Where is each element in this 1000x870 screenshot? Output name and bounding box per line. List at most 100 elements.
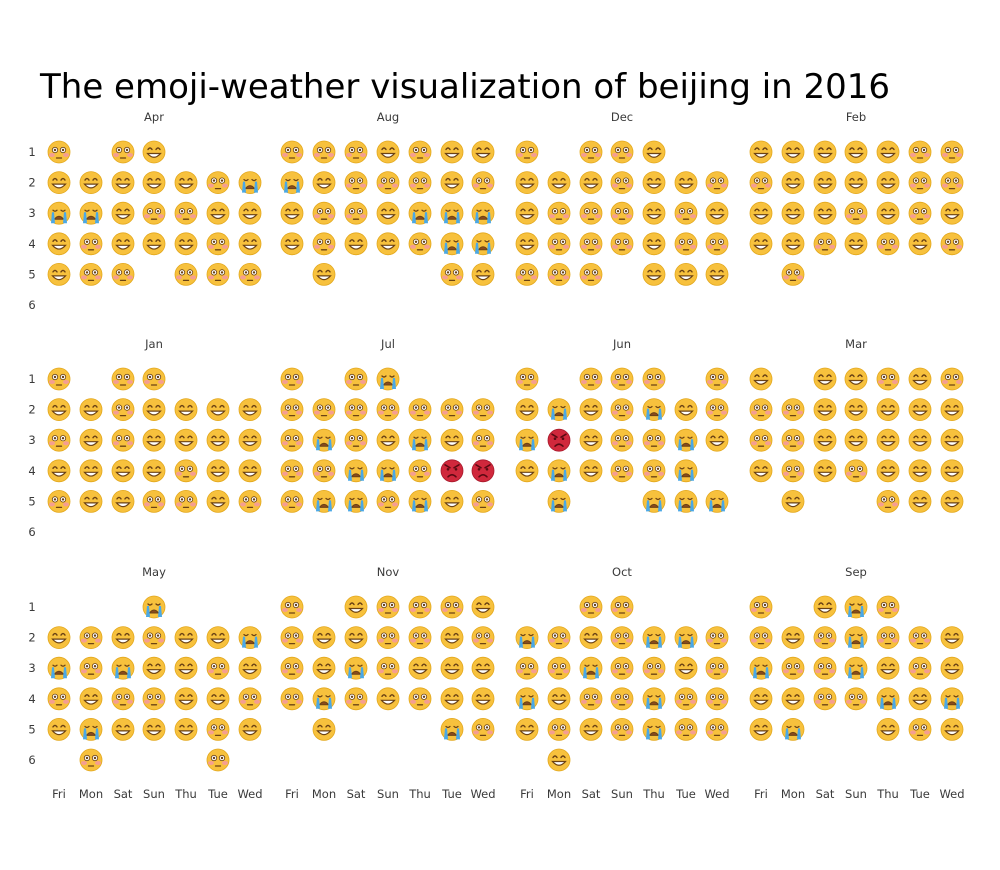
angry-face-icon [471,459,495,483]
flushed-face-icon [344,367,368,391]
flushed-face-icon [174,262,198,286]
smiling-face-icon [813,595,837,619]
crying-face-icon [440,718,464,741]
smiling-face-icon [579,428,603,452]
smiling-face-icon [940,626,964,649]
smiling-face-icon [238,459,262,483]
x-tick-label: Sun [611,787,633,801]
month-label: Jan [144,337,163,351]
smiling-face-icon [312,171,336,195]
flushed-face-icon [547,232,571,256]
flushed-face-icon [781,459,805,483]
flushed-face-icon [174,489,198,513]
flushed-face-icon [547,718,571,741]
flushed-face-icon [781,398,805,422]
smiling-face-icon [174,232,198,256]
flushed-face-icon [908,626,932,649]
x-tick-label: Tue [675,787,696,801]
flushed-face-icon [238,262,262,286]
flushed-face-icon [610,595,634,619]
smiling-face-icon [813,367,837,391]
x-tick-label: Wed [470,787,495,801]
y-tick-label: 5 [28,267,35,281]
crying-face-icon [142,595,166,619]
flushed-face-icon [47,428,71,452]
flushed-face-icon [705,398,729,422]
month-label: Sep [845,565,867,579]
flushed-face-icon [280,656,304,680]
flushed-face-icon [440,595,464,619]
smiling-face-icon [312,656,336,680]
month-panel-nov: Nov [280,565,495,741]
flushed-face-icon [610,232,634,256]
smiling-face-icon [876,718,900,741]
smiling-face-icon [142,656,166,680]
smiling-face-icon [579,626,603,649]
smiling-face-icon [142,398,166,422]
smiling-face-icon [908,398,932,422]
y-tick-label: 2 [28,631,35,645]
crying-face-icon [705,489,729,513]
flushed-face-icon [876,367,900,391]
month-label: Jul [380,337,395,351]
smiling-face-icon [813,428,837,452]
smiling-face-icon [312,626,336,649]
flushed-face-icon [674,201,698,225]
flushed-face-icon [206,232,230,256]
flushed-face-icon [940,232,964,256]
smiling-face-icon [844,367,868,391]
smiling-face-icon [749,687,773,711]
flushed-face-icon [705,656,729,680]
flushed-face-icon [408,595,432,619]
flushed-face-icon [440,262,464,286]
crying-face-icon [440,201,464,225]
smiling-face-icon [344,626,368,649]
smiling-face-icon [111,232,135,256]
flushed-face-icon [376,626,400,649]
flushed-face-icon [547,656,571,680]
flushed-face-icon [579,687,603,711]
smiling-face-icon [940,459,964,483]
smiling-face-icon [238,232,262,256]
smiling-face-icon [238,656,262,680]
flushed-face-icon [579,201,603,225]
smiling-face-icon [47,459,71,483]
flushed-face-icon [642,459,666,483]
month-panel-jun: Jun [515,337,729,513]
crying-face-icon [844,656,868,680]
flushed-face-icon [674,718,698,741]
angry-face-icon [547,428,571,452]
flushed-face-icon [142,687,166,711]
smiling-face-icon [47,171,71,195]
smiling-face-icon [376,140,400,164]
flushed-face-icon [111,367,135,391]
smiling-face-icon [813,140,837,164]
smiling-face-icon [440,489,464,513]
flushed-face-icon [142,489,166,513]
flushed-face-icon [111,140,135,164]
flushed-face-icon [79,656,103,680]
x-tick-label: Fri [285,787,299,801]
flushed-face-icon [47,140,71,164]
smiling-face-icon [206,489,230,513]
smiling-face-icon [376,201,400,225]
smiling-face-icon [940,428,964,452]
smiling-face-icon [376,232,400,256]
month-panel-feb: Feb [749,110,964,286]
angry-face-icon [440,459,464,483]
smiling-face-icon [142,232,166,256]
smiling-face-icon [876,201,900,225]
flushed-face-icon [471,171,495,195]
flushed-face-icon [280,459,304,483]
flushed-face-icon [749,171,773,195]
flushed-face-icon [344,687,368,711]
x-tick-label: Sat [347,787,366,801]
smiling-face-icon [111,489,135,513]
smiling-face-icon [440,656,464,680]
x-tick-label: Mon [781,787,805,801]
flushed-face-icon [610,459,634,483]
y-tick-label: 3 [28,206,35,220]
flushed-face-icon [908,201,932,225]
flushed-face-icon [547,626,571,649]
x-tick-label: Wed [704,787,729,801]
